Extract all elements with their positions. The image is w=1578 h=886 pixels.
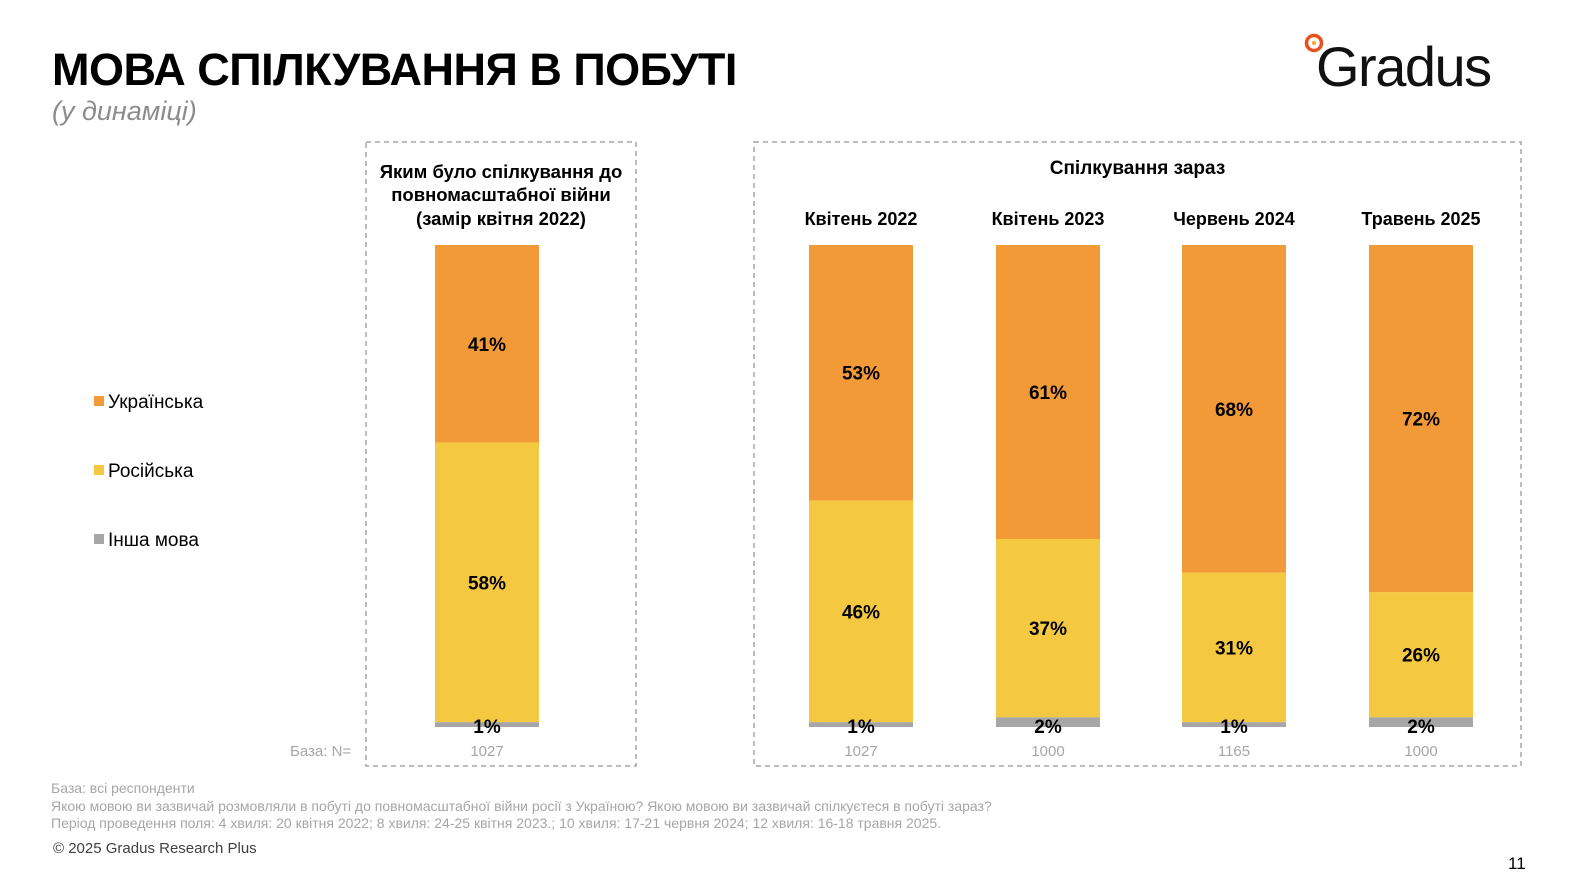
bar-segment xyxy=(435,442,539,723)
data-label: 31% xyxy=(1215,638,1253,659)
bar-segment xyxy=(435,722,539,727)
bar-segment xyxy=(1182,572,1286,723)
page-number: 11 xyxy=(1508,854,1526,873)
data-label: 1% xyxy=(473,717,501,738)
bar-period-label: Квітень 2023 xyxy=(992,209,1105,229)
base-value: 1165 xyxy=(1218,743,1250,760)
gradus-logo: Gradus xyxy=(1300,30,1530,100)
logo-dot-icon xyxy=(1304,33,1324,53)
data-label: 41% xyxy=(468,335,506,356)
legend-label: Українська xyxy=(108,392,204,413)
copyright: © 2025 Gradus Research Plus xyxy=(53,840,257,857)
bar-segment xyxy=(996,245,1100,540)
legend-item-russian: Російська xyxy=(94,461,193,483)
bar-segment xyxy=(1182,722,1286,727)
group-title: Спілкування зараз xyxy=(1050,158,1226,179)
data-label: 58% xyxy=(468,573,506,594)
group-frame xyxy=(365,141,637,767)
bar-period-label: Квітень 2022 xyxy=(805,209,918,229)
base-value: 1027 xyxy=(844,743,877,760)
page-subtitle: (у динаміці) xyxy=(52,96,197,126)
legend-label: Російська xyxy=(108,461,194,482)
footnote-period: Період проведення поля: 4 хвиля: 20 квіт… xyxy=(51,815,942,831)
data-label: 46% xyxy=(842,602,880,623)
bar-segment xyxy=(1369,717,1473,727)
data-label: 72% xyxy=(1402,410,1440,431)
group-frame xyxy=(753,141,1522,767)
bar-segment xyxy=(809,245,913,501)
base-value: 1027 xyxy=(470,743,503,760)
data-label: 53% xyxy=(842,364,880,385)
footnotes: База: всі респонденти Якою мовою ви зазв… xyxy=(51,780,992,833)
data-label: 37% xyxy=(1029,619,1067,640)
legend-item-ukrainian: Українська xyxy=(94,392,203,414)
bar-segment xyxy=(435,245,539,443)
page-title: МОВА СПІЛКУВАННЯ В ПОБУТІ xyxy=(52,44,737,95)
data-label: 61% xyxy=(1029,383,1067,404)
data-label: 68% xyxy=(1215,400,1253,421)
bar-segment xyxy=(996,717,1100,727)
base-label: База: N= xyxy=(290,743,352,760)
data-label: 1% xyxy=(1220,717,1248,738)
data-label: 2% xyxy=(1407,717,1435,738)
footnote-question: Якою мовою ви зазвичай розмовляли в побу… xyxy=(51,797,992,814)
data-label: 2% xyxy=(1034,717,1062,738)
base-value: 1000 xyxy=(1031,743,1064,760)
bar-segment xyxy=(1182,245,1286,573)
data-label: 1% xyxy=(847,717,875,738)
bar-segment xyxy=(1369,592,1473,718)
bar-period-label: Травень 2025 xyxy=(1361,209,1480,229)
footnote-base: База: всі респонденти xyxy=(51,780,195,796)
legend-item-other: Інша мова xyxy=(94,530,199,552)
legend-swatch xyxy=(94,396,104,406)
logo-text: Gradus xyxy=(1316,35,1492,98)
data-label: 26% xyxy=(1402,646,1440,667)
group-title: Яким було спілкування до xyxy=(380,161,623,182)
base-value: 1000 xyxy=(1404,743,1437,760)
bar-segment xyxy=(1369,245,1473,593)
bar-period-label: Червень 2024 xyxy=(1173,209,1294,229)
bar-segment xyxy=(996,539,1100,718)
legend-swatch xyxy=(94,534,104,544)
legend-swatch xyxy=(94,465,104,475)
bar-segment xyxy=(809,722,913,727)
legend-label: Інша мова xyxy=(108,530,199,551)
bar-segment xyxy=(809,500,913,723)
group-title: повномасштабної війни xyxy=(391,184,611,205)
group-title: (замір квітня 2022) xyxy=(416,208,586,229)
